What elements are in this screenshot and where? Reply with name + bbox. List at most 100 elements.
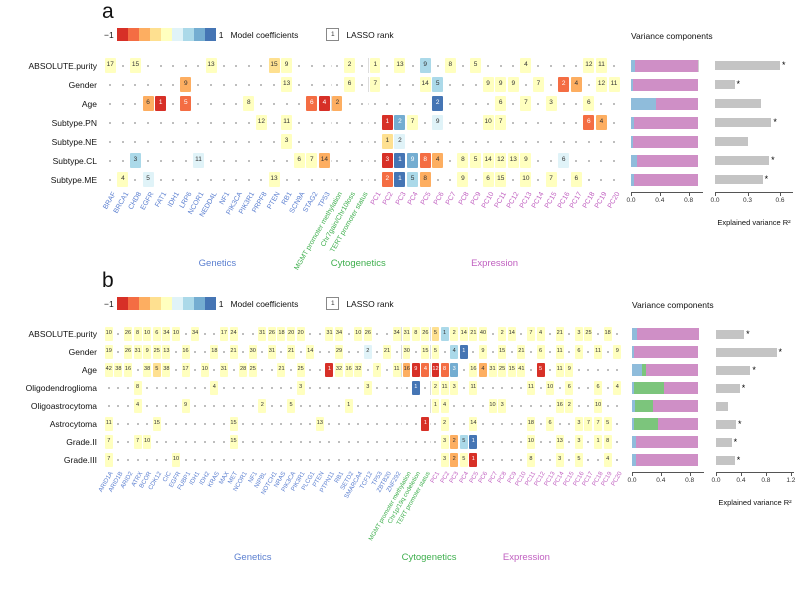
axis-line: 0.0 0.4 0.8	[627, 472, 704, 489]
r2-bar-area: *	[716, 436, 794, 448]
column-labels: BRAF BRCA1 CHD8 EGFR FAT1 IDH1 LRP6 NCOR1 NEDD4L…	[102, 189, 621, 272]
heatmap-cell: 18	[526, 417, 536, 431]
heatmap-cell: 30	[401, 345, 411, 359]
lasso-rank-value: 1	[431, 399, 439, 413]
r2-bar-fill	[716, 383, 740, 393]
heatmap-cell: 28	[238, 363, 248, 377]
heatmap-cell	[570, 122, 583, 124]
variance-segment	[642, 364, 646, 376]
variance-bar	[631, 97, 703, 110]
heatmap-cell	[190, 369, 200, 371]
r2-bar: *	[716, 346, 794, 358]
heatmap-row-cells: 7 10 3 2 5 1 8 3 5 4	[104, 453, 622, 467]
heatmap-cell: 10	[142, 327, 152, 341]
heatmap-cell: 6	[593, 381, 603, 395]
heatmap-row-cells: 4 5 13 2 1 5 8 9 6 15 10 7 6	[104, 172, 621, 187]
heatmap-row-cells: 11 15 15 13 1 2 14 18 6 3 7 7 5	[104, 417, 622, 431]
variance-segment	[636, 154, 698, 167]
lasso-rank-value: 18	[603, 327, 612, 341]
heatmap-cell	[555, 387, 565, 389]
lasso-rank-value: 31	[219, 363, 228, 377]
heatmap-cell	[583, 179, 596, 181]
heatmap-cell	[507, 179, 520, 181]
heatmap-cell: 2	[343, 58, 356, 73]
lasso-rank-value: 6	[546, 417, 555, 431]
heatmap-cell	[190, 351, 200, 353]
heatmap-cell	[104, 387, 114, 389]
heatmap-cell	[574, 405, 584, 407]
heatmap-cell	[219, 459, 229, 461]
heatmap-cell: 11	[595, 58, 608, 73]
lasso-rank-value: 8	[133, 327, 142, 341]
variance-bar-area	[632, 454, 704, 466]
coefficients-label: Model coefficients	[230, 298, 299, 309]
heatmap-cell: 38	[142, 363, 152, 377]
heatmap-cell	[444, 141, 457, 143]
heatmap-cell	[478, 387, 488, 389]
heatmap-cell	[565, 423, 575, 425]
lasso-rank-value: 3	[440, 435, 449, 449]
heatmap-cell	[180, 141, 193, 143]
heatmap-cell	[243, 141, 256, 143]
variance-bar	[632, 364, 704, 376]
r2-bar: *	[715, 117, 793, 129]
heatmap-cell: 4	[117, 172, 130, 187]
heatmap-cell	[258, 459, 268, 461]
heatmap-cell: 2	[394, 115, 407, 130]
lasso-rank-value: 19	[104, 345, 113, 359]
lasso-rank-value: 3	[555, 453, 564, 467]
lasso-rank-value: 9	[432, 115, 444, 130]
heatmap-cell	[200, 333, 210, 335]
heatmap-cell: 9	[457, 172, 470, 187]
heatmap-cell: 8	[419, 153, 432, 168]
heatmap-cell: 8	[444, 58, 457, 73]
heatmap-cell	[230, 122, 243, 124]
variance-bar	[632, 418, 704, 430]
heatmap-cell: 14	[419, 77, 432, 92]
heatmap-cell: 9	[612, 345, 622, 359]
lasso-rank-value: 3	[129, 153, 141, 168]
r2-bar-fill	[715, 99, 761, 108]
heatmap-cell: 1	[381, 134, 394, 149]
color-scale-segment	[193, 28, 205, 41]
heatmap-cell	[293, 141, 306, 143]
lasso-rank-value: 10	[520, 172, 532, 187]
heatmap-cell	[171, 423, 181, 425]
heatmap-cell	[293, 84, 306, 86]
lasso-rank-value: 11	[555, 345, 564, 359]
heatmap-cell	[401, 441, 411, 443]
variance-segment	[633, 135, 698, 148]
heatmap-cell	[200, 423, 210, 425]
heatmap-cell	[248, 459, 258, 461]
heatmap-cell: 21	[555, 327, 565, 341]
heatmap-cell	[267, 441, 277, 443]
heatmap-cell: 26	[123, 345, 133, 359]
legend-max-label: 1	[218, 298, 224, 309]
heatmap-cell: 31	[401, 327, 411, 341]
heatmap-cell	[459, 405, 469, 407]
heatmap-cell	[373, 351, 383, 353]
heatmap-cell: 9	[482, 77, 495, 92]
lasso-rank-value: 30	[403, 345, 411, 359]
lasso-rank-value: 4	[536, 327, 545, 341]
heatmap-cell	[129, 84, 142, 86]
heatmap-cell: 1	[411, 381, 421, 395]
heatmap-cell: 10	[171, 327, 181, 341]
heatmap-cell: 5	[431, 77, 444, 92]
heatmap-row-cells: 8 4 3 3 1 2 11 3 11 11 10 6 6 4	[104, 381, 622, 395]
panel-a: a −1 1 Model coefficients 1 LASSO rank V…	[4, 0, 797, 272]
axis-tick-label: 0.3	[742, 197, 753, 204]
lasso-rank-value: 7	[306, 153, 318, 168]
r2-bar-fill	[715, 80, 735, 89]
color-scale-segment	[116, 28, 128, 41]
lasso-rank-value: 11	[392, 363, 401, 377]
heatmap-cell	[117, 122, 130, 124]
lasso-rank-value: 5	[180, 96, 192, 111]
heatmap-cell	[411, 351, 421, 353]
heatmap-cell	[267, 387, 277, 389]
heatmap-cell	[181, 459, 191, 461]
lasso-rank-value: 12	[431, 363, 439, 377]
heatmap-cell	[488, 459, 498, 461]
lasso-rank-value: 12	[255, 115, 267, 130]
